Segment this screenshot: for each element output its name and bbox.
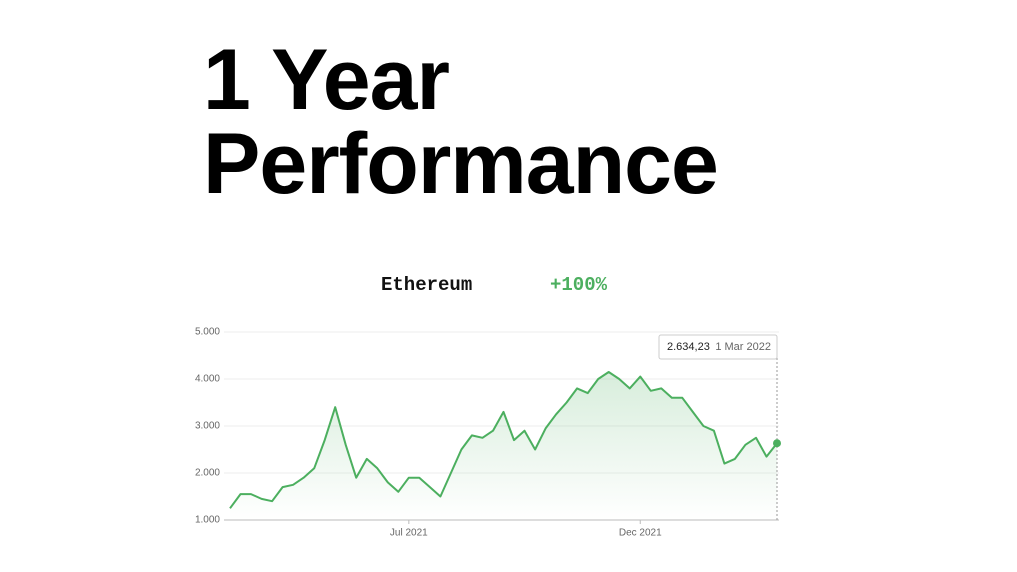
change: +100% (550, 274, 608, 296)
x-tick-label: Dec 2021 (619, 528, 662, 539)
y-tick-label: 4.000 (195, 374, 220, 385)
area (230, 372, 777, 520)
tooltip-date: 1 Mar 2022 (715, 341, 771, 353)
tooltip (658, 334, 778, 360)
tooltip-value: 2.634,23 (667, 341, 710, 353)
y-tick-label: 5.000 (195, 327, 220, 338)
point (773, 439, 781, 448)
subtitle: Ethereum (381, 274, 472, 296)
line (229, 371, 778, 509)
y-tick-label: 2.000 (195, 468, 220, 479)
y-tick-label: 1.000 (195, 515, 220, 526)
slide-title: 1 Year Performance (203, 32, 719, 212)
x-tick-label: Jul 2021 (390, 528, 428, 539)
y-tick-label: 3.000 (195, 421, 220, 432)
